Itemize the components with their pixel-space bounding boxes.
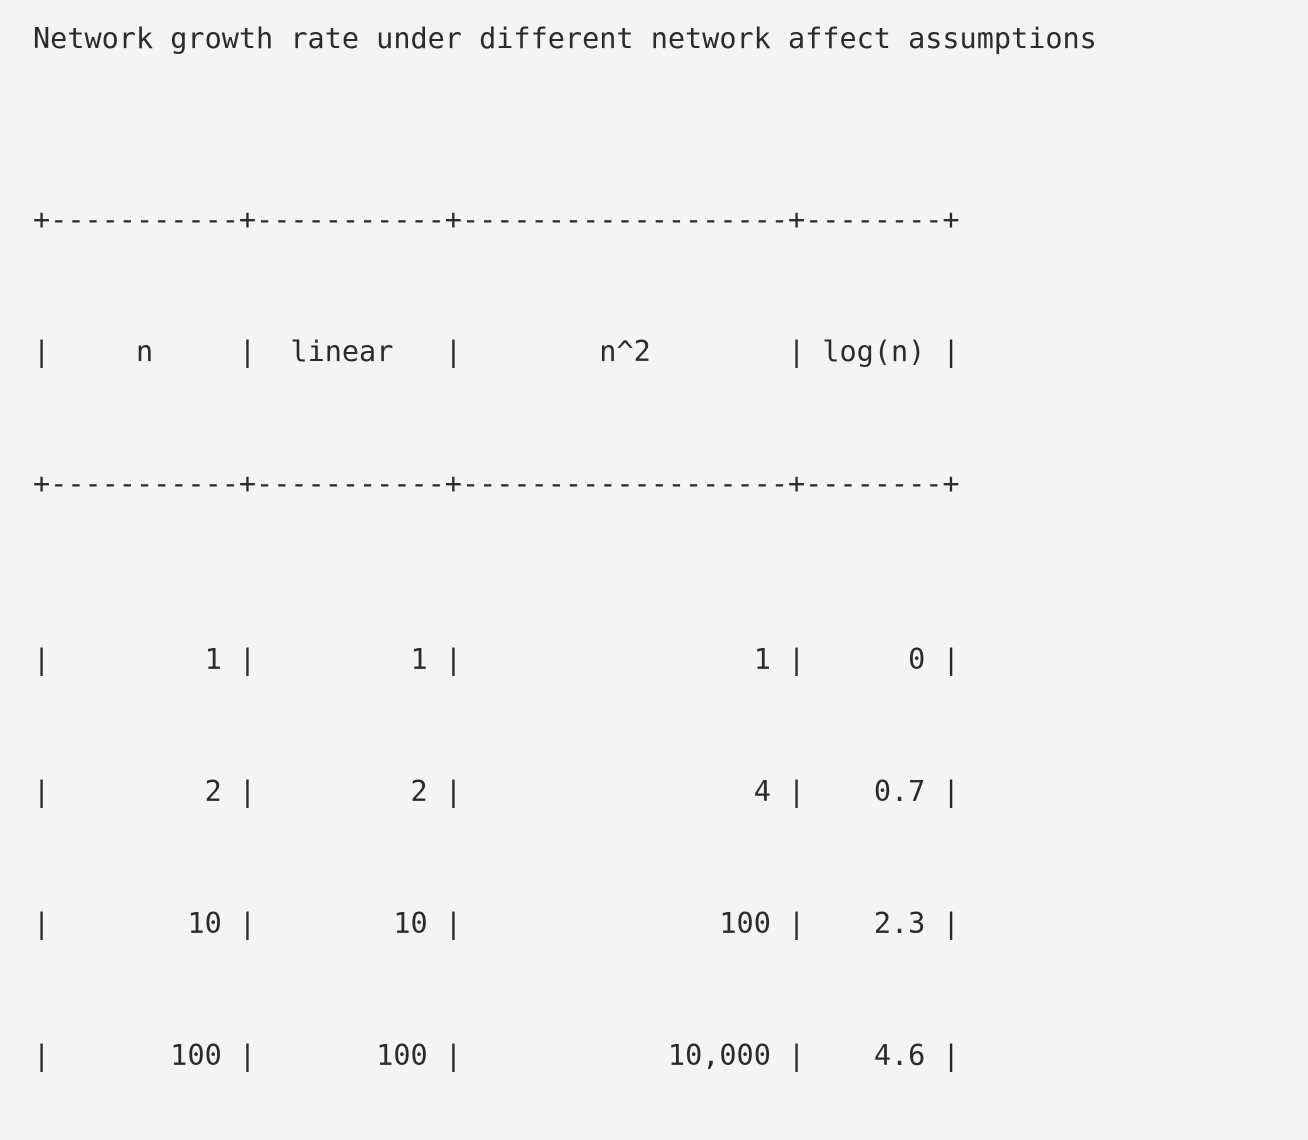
table-cell: 2: [256, 775, 445, 808]
document-page: Network growth rate under different netw…: [33, 22, 1097, 1072]
table-border-top: +-----------+-----------+---------------…: [33, 203, 960, 236]
table-header-row: | n | linear | n^2 | log(n) |: [33, 335, 960, 368]
table-cell: 4.6: [805, 1039, 943, 1072]
table-cell: 100: [50, 1039, 239, 1072]
table-row: | 1 | 1 | 1 | 0 |: [33, 643, 960, 676]
table-row: | 10 | 10 | 100 | 2.3 |: [33, 907, 960, 940]
table-border-header: +-----------+-----------+---------------…: [33, 467, 960, 500]
table-cell: 2.3: [805, 907, 943, 940]
table-cell: 10,000: [462, 1039, 789, 1072]
table-cell: 4: [462, 775, 789, 808]
column-header: log(n): [805, 335, 943, 368]
table-cell: 0: [805, 643, 943, 676]
table-row: | 100 | 100 | 10,000 | 4.6 |: [33, 1039, 960, 1072]
table-cell: 100: [256, 1039, 445, 1072]
table-cell: 10: [50, 907, 239, 940]
table-cell: 1: [462, 643, 789, 676]
table-cell: 1: [50, 643, 239, 676]
ascii-table: +-----------+-----------+---------------…: [33, 110, 960, 1140]
table-cell: 1: [256, 643, 445, 676]
page-title: Network growth rate under different netw…: [33, 22, 1097, 55]
table-cell: 2: [50, 775, 239, 808]
table-row: | 2 | 2 | 4 | 0.7 |: [33, 775, 960, 808]
column-header: n: [50, 335, 239, 368]
table-cell: 0.7: [805, 775, 943, 808]
table-cell: 10: [256, 907, 445, 940]
column-header: linear: [256, 335, 445, 368]
table-cell: 100: [462, 907, 789, 940]
column-header: n^2: [462, 335, 789, 368]
